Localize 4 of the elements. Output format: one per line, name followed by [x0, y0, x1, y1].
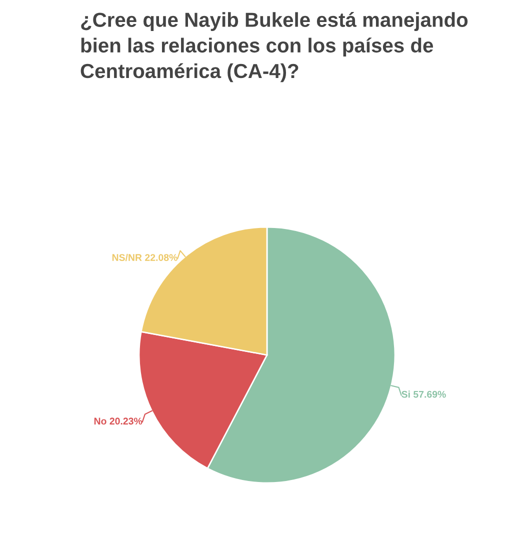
chart-title: ¿Cree que Nayib Bukele está manejando bien las relaciones con los países de Centroamérica (CA-4)? — [80, 12, 468, 82]
slice-label: No 20.23% — [94, 418, 142, 425]
slice-label: NS/NR 22.08% — [112, 254, 178, 262]
slice-label: Si 57.69% — [402, 390, 446, 398]
